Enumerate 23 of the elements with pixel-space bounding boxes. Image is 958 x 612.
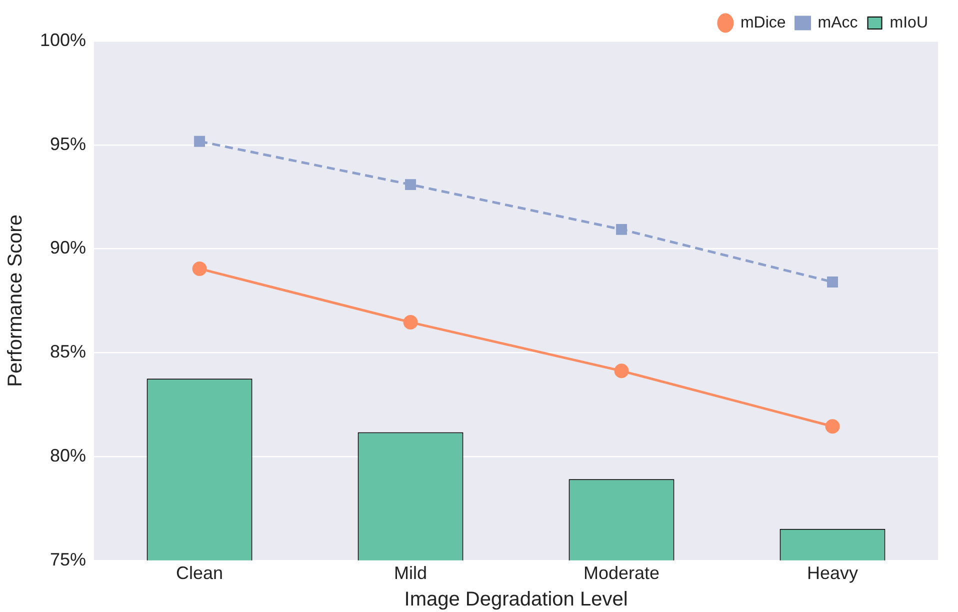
point	[616, 224, 628, 235]
y-tick-label: 90%	[50, 238, 86, 258]
point	[405, 179, 416, 190]
point	[403, 315, 418, 330]
x-tick-label: Mild	[394, 563, 428, 584]
y-tick-label: 95%	[50, 134, 86, 154]
x-tick-label: Clean	[176, 563, 224, 584]
y-tick-label: 80%	[50, 445, 86, 466]
point	[614, 364, 629, 378]
y-tick-label: 85%	[50, 342, 86, 362]
y-tick-label: 100%	[40, 30, 86, 50]
point	[827, 276, 838, 288]
x-axis-title: Image Degradation Level	[404, 588, 628, 611]
legend-label: mDice	[740, 14, 786, 32]
y-axis-title: Performance Score	[4, 214, 27, 387]
x-tick-label: Heavy	[806, 563, 858, 584]
legend-label: mAcc	[818, 14, 858, 32]
point	[825, 419, 840, 434]
point	[192, 261, 207, 276]
point	[194, 136, 206, 147]
y-tick-label: 75%	[50, 549, 86, 570]
legend-label: mIoU	[890, 14, 928, 32]
x-tick-label: Moderate	[583, 563, 660, 584]
